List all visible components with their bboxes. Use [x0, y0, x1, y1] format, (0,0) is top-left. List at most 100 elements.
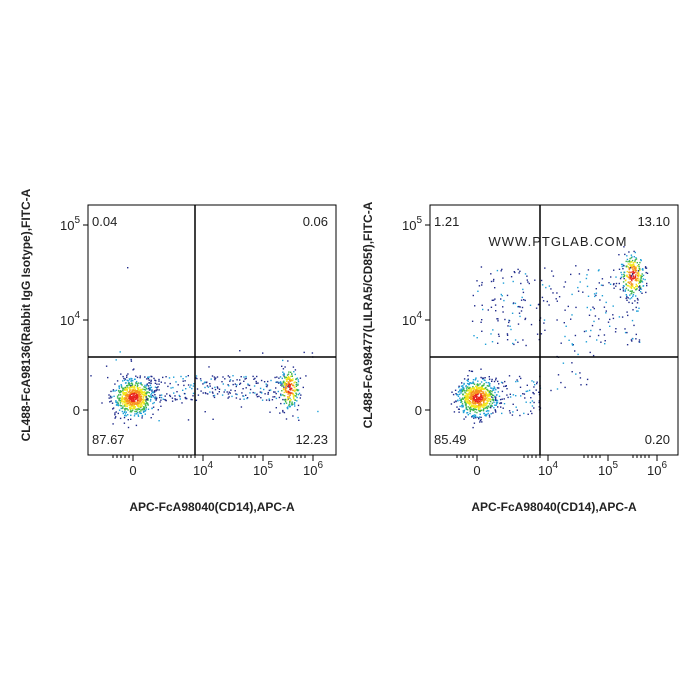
- event-dot: [478, 418, 480, 420]
- event-dot: [521, 306, 524, 309]
- event-dot: [140, 391, 142, 393]
- event-dot: [520, 299, 523, 301]
- event-dot: [130, 377, 132, 380]
- event-dot: [214, 386, 216, 389]
- event-dot: [148, 395, 151, 397]
- event-dot: [274, 391, 276, 393]
- event-dot: [530, 323, 533, 326]
- event-dot: [467, 414, 469, 416]
- event-dot: [644, 266, 647, 268]
- event-dot: [287, 393, 289, 395]
- event-dot: [484, 393, 486, 395]
- event-dot: [471, 320, 474, 322]
- event-dot: [467, 380, 469, 382]
- event-dot: [129, 401, 132, 403]
- event-dot: [296, 409, 299, 411]
- event-dot: [537, 303, 540, 306]
- event-dot: [495, 379, 497, 381]
- event-dot: [518, 272, 520, 274]
- quadrant-value: 87.67: [92, 432, 125, 447]
- event-dot: [142, 400, 145, 402]
- event-dot: [501, 398, 503, 400]
- event-dot: [281, 385, 283, 387]
- event-dot: [281, 390, 283, 392]
- event-dot: [589, 335, 591, 338]
- event-dot: [512, 342, 514, 345]
- event-dot: [498, 383, 500, 385]
- event-dot: [172, 386, 174, 389]
- event-dot: [550, 389, 552, 392]
- event-dot: [477, 408, 480, 410]
- event-dot: [595, 288, 597, 290]
- event-dot: [242, 395, 245, 397]
- event-dot: [597, 270, 600, 272]
- event-dot: [485, 391, 487, 393]
- event-dot: [114, 414, 116, 416]
- event-dot: [631, 279, 633, 282]
- event-dot: [630, 265, 632, 267]
- event-dot: [538, 391, 540, 393]
- event-dot: [284, 401, 287, 403]
- event-dot: [126, 390, 128, 392]
- event-dot: [634, 269, 637, 271]
- event-dot: [149, 400, 152, 402]
- event-dot: [118, 385, 120, 387]
- event-dot: [282, 374, 284, 376]
- event-dot: [480, 395, 482, 397]
- event-dot: [473, 399, 475, 401]
- event-dot: [499, 398, 502, 401]
- event-dot: [285, 387, 287, 389]
- event-dot: [136, 383, 139, 385]
- event-dot: [288, 397, 291, 399]
- event-dot: [494, 304, 497, 306]
- event-dot: [486, 396, 488, 398]
- event-dot: [517, 323, 520, 325]
- event-dot: [506, 339, 509, 341]
- event-dot: [548, 304, 550, 306]
- event-dot: [639, 287, 641, 290]
- event-dot: [190, 398, 192, 401]
- event-dot: [164, 398, 166, 401]
- event-dot: [468, 396, 470, 398]
- event-dot: [634, 267, 636, 269]
- event-dot: [592, 354, 595, 357]
- event-dot: [470, 391, 472, 393]
- event-dot: [118, 387, 121, 390]
- event-dot: [635, 268, 637, 270]
- event-dot: [599, 328, 601, 331]
- event-dot: [119, 417, 122, 420]
- event-dot: [266, 384, 269, 386]
- event-dot: [130, 360, 133, 362]
- event-dot: [195, 377, 197, 379]
- event-dot: [267, 380, 269, 383]
- event-dot: [495, 404, 497, 406]
- event-dot: [263, 388, 265, 391]
- event-dot: [463, 396, 466, 399]
- event-dot: [292, 366, 295, 368]
- event-dot: [283, 376, 286, 378]
- event-dot: [497, 391, 499, 393]
- event-dot: [477, 402, 479, 404]
- event-dot: [488, 394, 491, 396]
- event-dot: [133, 395, 136, 398]
- event-dot: [480, 403, 483, 405]
- event-dot: [470, 370, 473, 372]
- event-dot: [126, 374, 128, 377]
- event-dot: [508, 321, 510, 324]
- event-dot: [204, 411, 206, 413]
- event-dot: [517, 341, 519, 343]
- event-dot: [600, 341, 602, 343]
- event-dot: [492, 412, 494, 414]
- event-dot: [457, 408, 460, 410]
- event-dot: [610, 276, 612, 278]
- event-dot: [603, 306, 606, 308]
- event-dot: [462, 410, 464, 412]
- event-dot: [640, 275, 642, 277]
- event-dot: [187, 419, 190, 421]
- event-dot: [623, 273, 625, 276]
- event-dot: [529, 304, 532, 306]
- event-dot: [468, 387, 470, 389]
- event-dot: [156, 389, 158, 391]
- event-dot: [123, 393, 125, 395]
- event-dot: [155, 399, 157, 401]
